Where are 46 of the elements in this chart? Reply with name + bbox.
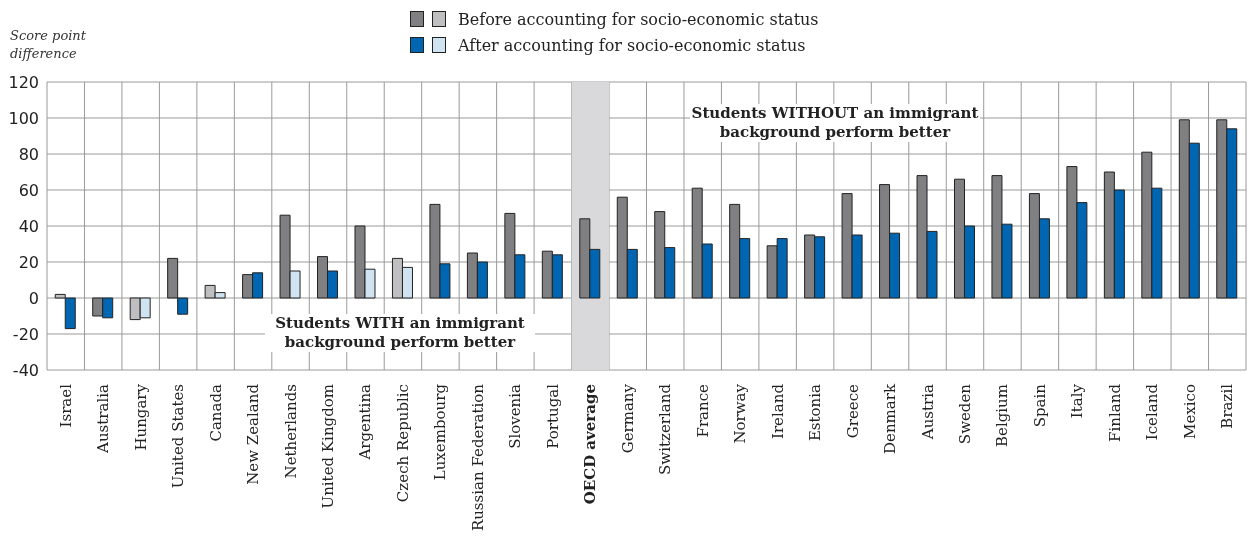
y-tick-label: 60 (18, 180, 39, 200)
x-tick-label: OECD average (581, 384, 600, 505)
x-tick-label: Argentina (356, 383, 375, 461)
x-tick-label: United States (169, 384, 188, 489)
x-tick-label: Belgium (993, 384, 1012, 447)
x-tick-label: Italy (1068, 383, 1087, 419)
x-tick-label: France (693, 383, 712, 438)
y-tick-label: 40 (18, 216, 39, 236)
x-tick-label: Sweden (955, 383, 974, 445)
x-tick-label: New Zealand (244, 383, 263, 485)
x-tick-label: Czech Republic (393, 384, 412, 503)
x-tick-label: Estonia (806, 383, 825, 442)
legend-label: After accounting for socio-economic status (458, 35, 806, 55)
x-tick-label: Portugal (543, 383, 562, 449)
x-tick-label: Australia (94, 383, 113, 454)
x-tick-label: Brazil (1218, 383, 1237, 429)
y-tick-label: 20 (18, 252, 39, 272)
x-tick-label: Germany (618, 383, 637, 454)
x-tick-label: Mexico (1180, 384, 1199, 439)
y-tick-label: -40 (12, 360, 39, 380)
x-tick-label: Netherlands (281, 384, 300, 479)
x-tick-label: Luxembourg (431, 383, 450, 481)
x-tick-label: Denmark (881, 383, 900, 454)
x-tick-label: Canada (206, 383, 225, 442)
x-tick-label: Greece (843, 383, 862, 439)
legend-label: Before accounting for socio-economic status (458, 9, 819, 29)
x-tick-label: Spain (1030, 383, 1049, 428)
y-tick-label: -20 (12, 324, 39, 344)
x-tick-label: Russian Federation (468, 383, 487, 532)
x-tick-label: Austria (918, 383, 937, 441)
x-tick-label: Iceland (1143, 383, 1162, 441)
annotation: Students WITH an immigrant background perform better (265, 314, 535, 352)
x-tick-label: Finland (1105, 383, 1124, 442)
y-tick-label: 0 (28, 288, 39, 308)
x-tick-label: Switzerland (656, 383, 675, 475)
y-axis-title: Score point difference (10, 27, 87, 63)
x-tick-label: Israel (56, 383, 75, 428)
y-tick-label: 100 (8, 108, 39, 128)
y-tick-label: 80 (18, 144, 39, 164)
x-tick-label: Norway (731, 383, 750, 444)
x-tick-label: Slovenia (506, 383, 525, 449)
y-tick-label: 120 (8, 72, 39, 92)
x-tick-label: Ireland (768, 383, 787, 439)
x-tick-label: United Kingdom (319, 384, 338, 509)
x-tick-label: Hungary (131, 383, 150, 451)
annotation: Students WITHOUT an immigrant background perform better (690, 104, 980, 142)
